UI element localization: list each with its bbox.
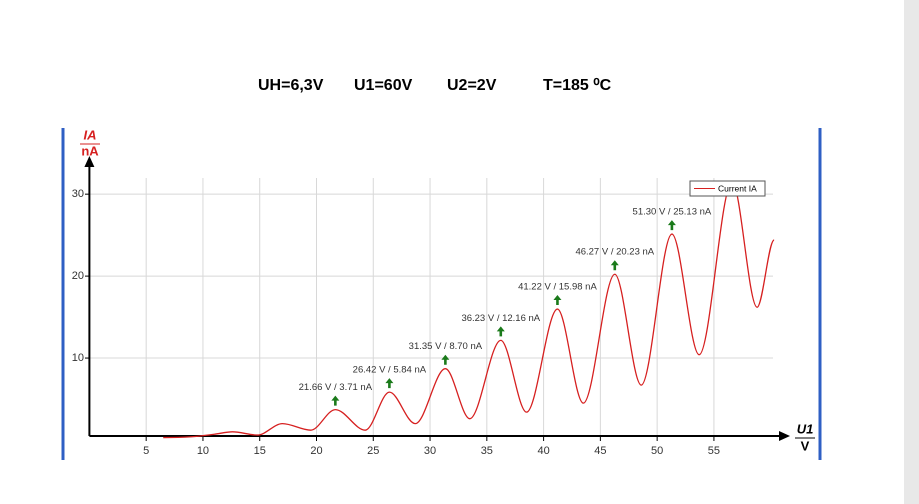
x-tick-label: 40 <box>537 445 549 457</box>
header-item: U2=2V <box>447 77 497 94</box>
x-label-top: U1 <box>797 421 814 436</box>
legend-label: Current IA <box>718 183 757 193</box>
annotation-label: 21.66 V / 3.71 nA <box>299 382 373 393</box>
x-tick-label: 15 <box>254 445 266 457</box>
annotation-arrow <box>496 326 505 337</box>
annotation-arrow <box>385 378 394 389</box>
annotation-arrow <box>441 354 450 365</box>
annotation-label: 41.22 V / 15.98 nA <box>518 282 597 293</box>
y-axis-arrow <box>84 156 95 167</box>
x-label-bottom: V <box>801 438 810 453</box>
annotation-label: 26.42 V / 5.84 nA <box>353 365 427 376</box>
header-item: T=185 ⁰C <box>543 77 612 94</box>
x-tick-label: 10 <box>197 445 209 457</box>
y-tick-label: 10 <box>72 352 84 364</box>
x-tick-label: 45 <box>594 445 606 457</box>
annotation-label: 51.30 V / 25.13 nA <box>633 207 712 218</box>
x-tick-label: 5 <box>143 445 149 457</box>
x-tick-label: 20 <box>310 445 322 457</box>
y-label-bottom: nA <box>81 143 99 158</box>
x-tick-label: 55 <box>708 445 720 457</box>
x-tick-label: 25 <box>367 445 379 457</box>
x-axis-arrow <box>779 431 790 441</box>
header-item: U1=60V <box>354 77 413 94</box>
y-tick-label: 30 <box>72 188 84 200</box>
y-label-top: IA <box>84 127 97 142</box>
x-tick-label: 35 <box>481 445 493 457</box>
annotation-arrow <box>331 395 340 406</box>
x-tick-label: 30 <box>424 445 436 457</box>
header-item: UH=6,3V <box>258 77 324 94</box>
y-tick-label: 20 <box>72 270 84 282</box>
data-line <box>163 181 775 439</box>
annotation-label: 36.23 V / 12.16 nA <box>461 313 540 324</box>
legend-box <box>689 180 766 197</box>
annotation-arrow <box>610 260 619 271</box>
annotation-label: 46.27 V / 20.23 nA <box>575 247 654 258</box>
annotation-arrow <box>667 220 676 231</box>
annotation-arrow <box>553 295 562 306</box>
scrollbar <box>904 0 919 504</box>
annotation-label: 31.35 V / 8.70 nA <box>409 341 483 352</box>
x-tick-label: 50 <box>651 445 663 457</box>
